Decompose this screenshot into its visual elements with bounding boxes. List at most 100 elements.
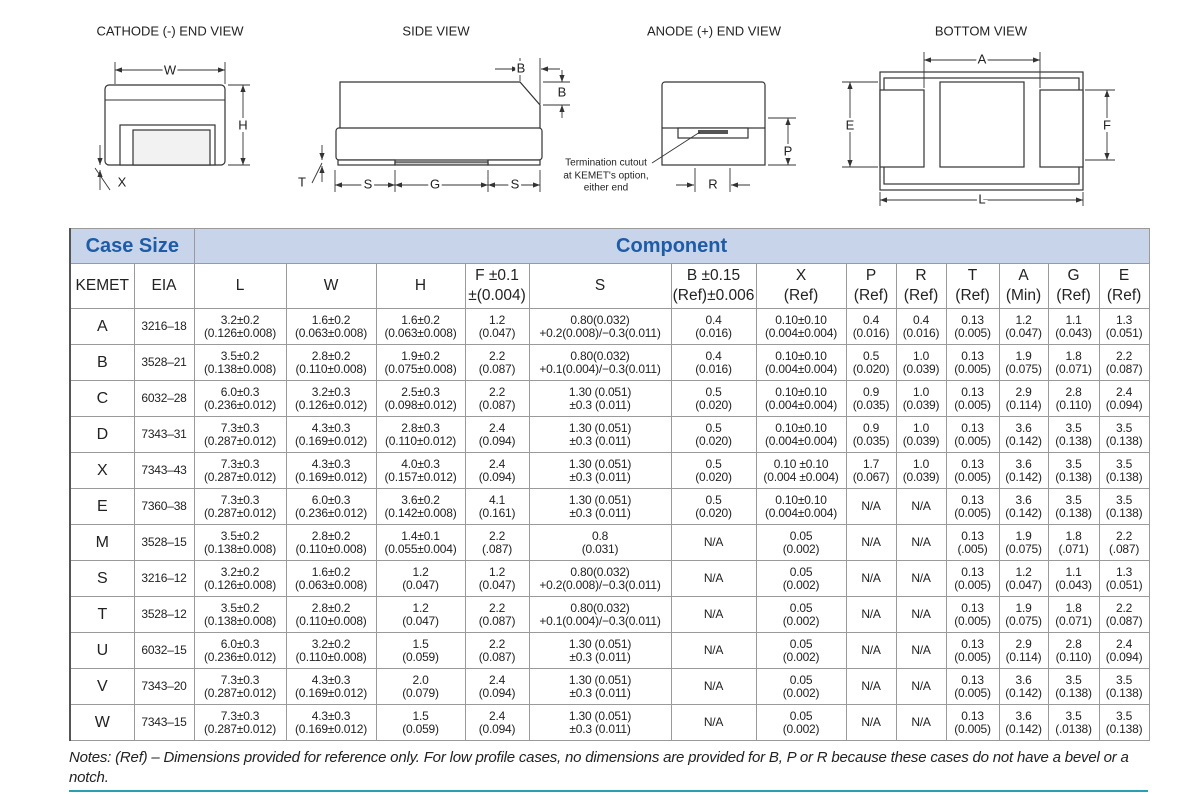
- cell-line: (0.126±0.008): [203, 577, 277, 592]
- cell-line: (0.002): [782, 649, 820, 664]
- cell-line: (0.075): [1005, 361, 1042, 376]
- cell-line: 1.9: [1015, 528, 1032, 543]
- table-cell: 0.5 (0.020): [670, 488, 757, 525]
- table-cell: 4.0±0.3 (0.157±0.012): [375, 452, 466, 489]
- cell-line: E: [1118, 267, 1130, 284]
- table-row: T 3528–12 3.5±0.2 (0.138±0.008) 2.8±0.2 (0.11…: [69, 596, 1150, 633]
- table-cell: 6.0±0.3 (0.236±0.012): [285, 488, 377, 525]
- cell-line: 3.2±0.2: [220, 312, 260, 327]
- cell-line: 2.8±0.2: [311, 600, 351, 615]
- column-header: F ±0.1 ±(0.004): [464, 263, 530, 309]
- cell-line: H: [414, 277, 427, 294]
- table-cell: 1.2 (0.047): [375, 560, 466, 597]
- table-cell: 1.9 (0.075): [998, 596, 1049, 633]
- table-cell: 0.05 (0.002): [755, 596, 847, 633]
- table-cell: 0.9 (0.035): [845, 416, 897, 453]
- cell-line: (0.043): [1055, 577, 1092, 592]
- table-cell: X: [69, 452, 135, 489]
- table-cell: 1.2 (0.047): [464, 308, 530, 345]
- table-cell: 3.5 (0.138): [1098, 668, 1150, 705]
- cell-line: (0.142): [1005, 469, 1042, 484]
- cell-line: 2.4: [488, 420, 506, 435]
- cell-line: (.005): [957, 541, 988, 556]
- cell-line: (0.047): [402, 613, 439, 628]
- cell-line: 6032–15: [141, 643, 187, 657]
- cell-line: (0.094): [478, 433, 516, 448]
- table-cell: 4.1 (0.161): [464, 488, 530, 525]
- cell-line: N/A: [861, 535, 881, 549]
- table-cell: 3.5 (.0138): [1047, 704, 1100, 741]
- cell-line: (0.098±0.012): [384, 397, 457, 412]
- cell-line: 0.05: [789, 564, 813, 579]
- table-cell: 1.30 (0.051) ±0.3 (0.011): [528, 668, 672, 705]
- cell-line: 3.5: [1065, 492, 1082, 507]
- cell-line: (0.142±0.008): [384, 505, 457, 520]
- cell-line: (0.067): [852, 469, 890, 484]
- cell-line: 1.2: [488, 564, 506, 579]
- cell-line: (0.005): [954, 721, 991, 736]
- cell-line: 4.3±0.3: [311, 456, 351, 471]
- cell-line: 0.80(0.032): [570, 312, 630, 327]
- cell-line: 0.10±0.10: [775, 420, 827, 435]
- cell-line: 4.1: [488, 492, 506, 507]
- drawings: CATHODE (-) END VIEW SIDE VIEW ANODE (+)…: [94, 23, 1115, 209]
- cell-line: N/A: [861, 607, 881, 621]
- cell-line: 3.5: [1116, 708, 1133, 723]
- cell-line: 7.3±0.3: [220, 492, 260, 507]
- cell-line: N/A: [861, 679, 881, 693]
- cell-line: N/A: [703, 679, 724, 693]
- table-cell: 1.0 (0.039): [895, 380, 947, 417]
- table-cell: N/A: [670, 524, 757, 561]
- cell-line: N/A: [911, 535, 931, 549]
- side-drawing: B B T S G S: [296, 58, 570, 194]
- table-cell: 2.0 (0.079): [375, 668, 466, 705]
- cell-line: (0.087): [478, 397, 516, 412]
- cell-line: (0.094): [1105, 649, 1143, 664]
- cell-line: (0.005): [954, 325, 991, 340]
- table-cell: 1.2 (0.047): [998, 560, 1049, 597]
- cell-line: (0.020): [695, 433, 732, 448]
- cell-line: (0.094): [478, 469, 516, 484]
- table-cell: C: [69, 380, 135, 417]
- table-cell: 1.2 (0.047): [998, 308, 1049, 345]
- cell-line: 0.13: [961, 348, 984, 363]
- table-cell: 6032–15: [133, 632, 195, 669]
- cell-line: 0.5: [705, 384, 722, 399]
- cell-line: 1.0: [912, 384, 930, 399]
- table-cell: 1.6±0.2 (0.063±0.008): [285, 308, 377, 345]
- cell-line: 0.10±0.10: [775, 312, 827, 327]
- cell-line: 7.3±0.3: [220, 456, 260, 471]
- dimension-label: H: [238, 117, 247, 132]
- table-cell: 0.13 (0.005): [945, 380, 1000, 417]
- table-cell: 0.05 (0.002): [755, 668, 847, 705]
- table-cell: 2.9 (0.114): [998, 380, 1049, 417]
- cell-line: R: [915, 267, 927, 284]
- cell-line: (0.110): [1055, 397, 1092, 412]
- cell-line: 2.4: [488, 672, 506, 687]
- cell-line: N/A: [861, 499, 881, 513]
- cell-line: (0.287±0.012): [203, 469, 277, 484]
- cell-line: 1.3: [1116, 564, 1133, 579]
- column-header-row: KEMET EIA L W H F ±0.1 ±(0.004) S B ±0.15 (Ref)±0…: [69, 263, 1150, 309]
- cell-line: E: [97, 498, 108, 515]
- dimension-label: R: [708, 176, 717, 191]
- cell-line: N/A: [911, 643, 931, 657]
- table-cell: 7.3±0.3 (0.287±0.012): [193, 488, 287, 525]
- cell-line: 1.0: [912, 348, 930, 363]
- column-header: S: [528, 263, 672, 309]
- cell-line: (0.138): [1105, 685, 1143, 700]
- cell-line: 1.0: [912, 456, 930, 471]
- cell-line: (0.094): [478, 721, 516, 736]
- cell-line: (0.169±0.012): [294, 685, 368, 700]
- cell-line: (0.002): [782, 577, 820, 592]
- table-cell: N/A: [845, 488, 897, 525]
- cell-line: B ±0.15: [686, 267, 741, 284]
- cell-line: 1.2: [412, 564, 429, 579]
- table-cell: 1.30 (0.051) ±0.3 (0.011): [528, 452, 672, 489]
- cell-line: (0.138): [1055, 469, 1092, 484]
- table-cell: 3.2±0.2 (0.110±0.008): [285, 632, 377, 669]
- cell-line: 1.4±0.1: [401, 528, 440, 543]
- table-cell: 1.30 (0.051) ±0.3 (0.011): [528, 632, 672, 669]
- cell-line: +0.1(0.004)/−0.3(0.011): [539, 613, 661, 628]
- cell-line: 0.4: [705, 348, 722, 363]
